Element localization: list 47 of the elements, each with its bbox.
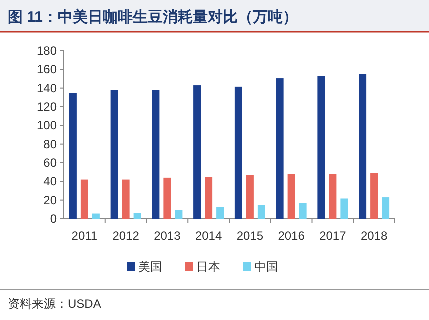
chart-title: 图 11：中美日咖啡生豆消耗量对比（万吨）	[8, 8, 298, 26]
bar	[205, 177, 213, 219]
y-tick-label: 160	[36, 62, 58, 77]
bar	[246, 175, 254, 219]
x-tick-label: 2012	[112, 229, 140, 243]
bar	[234, 86, 242, 219]
bar	[288, 174, 296, 219]
x-tick-label: 2018	[360, 229, 388, 243]
bar	[152, 90, 160, 219]
y-tick-label: 80	[44, 137, 58, 152]
bar	[299, 203, 307, 219]
x-tick-label: 2013	[154, 229, 182, 243]
x-tick-label: 2016	[278, 229, 306, 243]
legend-label: 美国	[138, 260, 162, 274]
bar	[92, 214, 100, 219]
bar	[329, 174, 337, 219]
bar	[134, 213, 142, 219]
bar	[318, 76, 326, 219]
legend-label: 中国	[254, 260, 278, 274]
bar	[216, 207, 224, 219]
text: 资料来源：USDA	[8, 297, 102, 311]
bar	[122, 180, 130, 219]
y-tick-label: 40	[44, 174, 58, 189]
bar	[80, 180, 88, 219]
bar	[370, 173, 378, 219]
bar	[175, 210, 183, 219]
x-tick-label: 2011	[72, 229, 98, 243]
bar	[340, 198, 348, 219]
bar	[69, 93, 77, 219]
x-tick-label: 2014	[195, 229, 222, 243]
legend-label: 日本	[196, 260, 220, 274]
y-tick-label: 0	[50, 212, 58, 226]
y-tick-label: 60	[44, 156, 58, 170]
x-tick-label: 2015	[236, 229, 264, 243]
y-tick-label: 100	[36, 118, 58, 133]
bar	[382, 198, 390, 219]
y-tick-label: 120	[36, 100, 58, 114]
bar	[194, 86, 202, 219]
bar	[359, 74, 367, 219]
bar	[164, 178, 172, 219]
bar	[258, 205, 266, 219]
y-tick-label: 20	[44, 193, 58, 208]
y-tick-label: 140	[36, 81, 58, 96]
bar	[110, 90, 118, 219]
bar	[276, 78, 284, 219]
x-tick-label: 2017	[320, 229, 347, 243]
y-tick-label: 180	[36, 44, 58, 58]
